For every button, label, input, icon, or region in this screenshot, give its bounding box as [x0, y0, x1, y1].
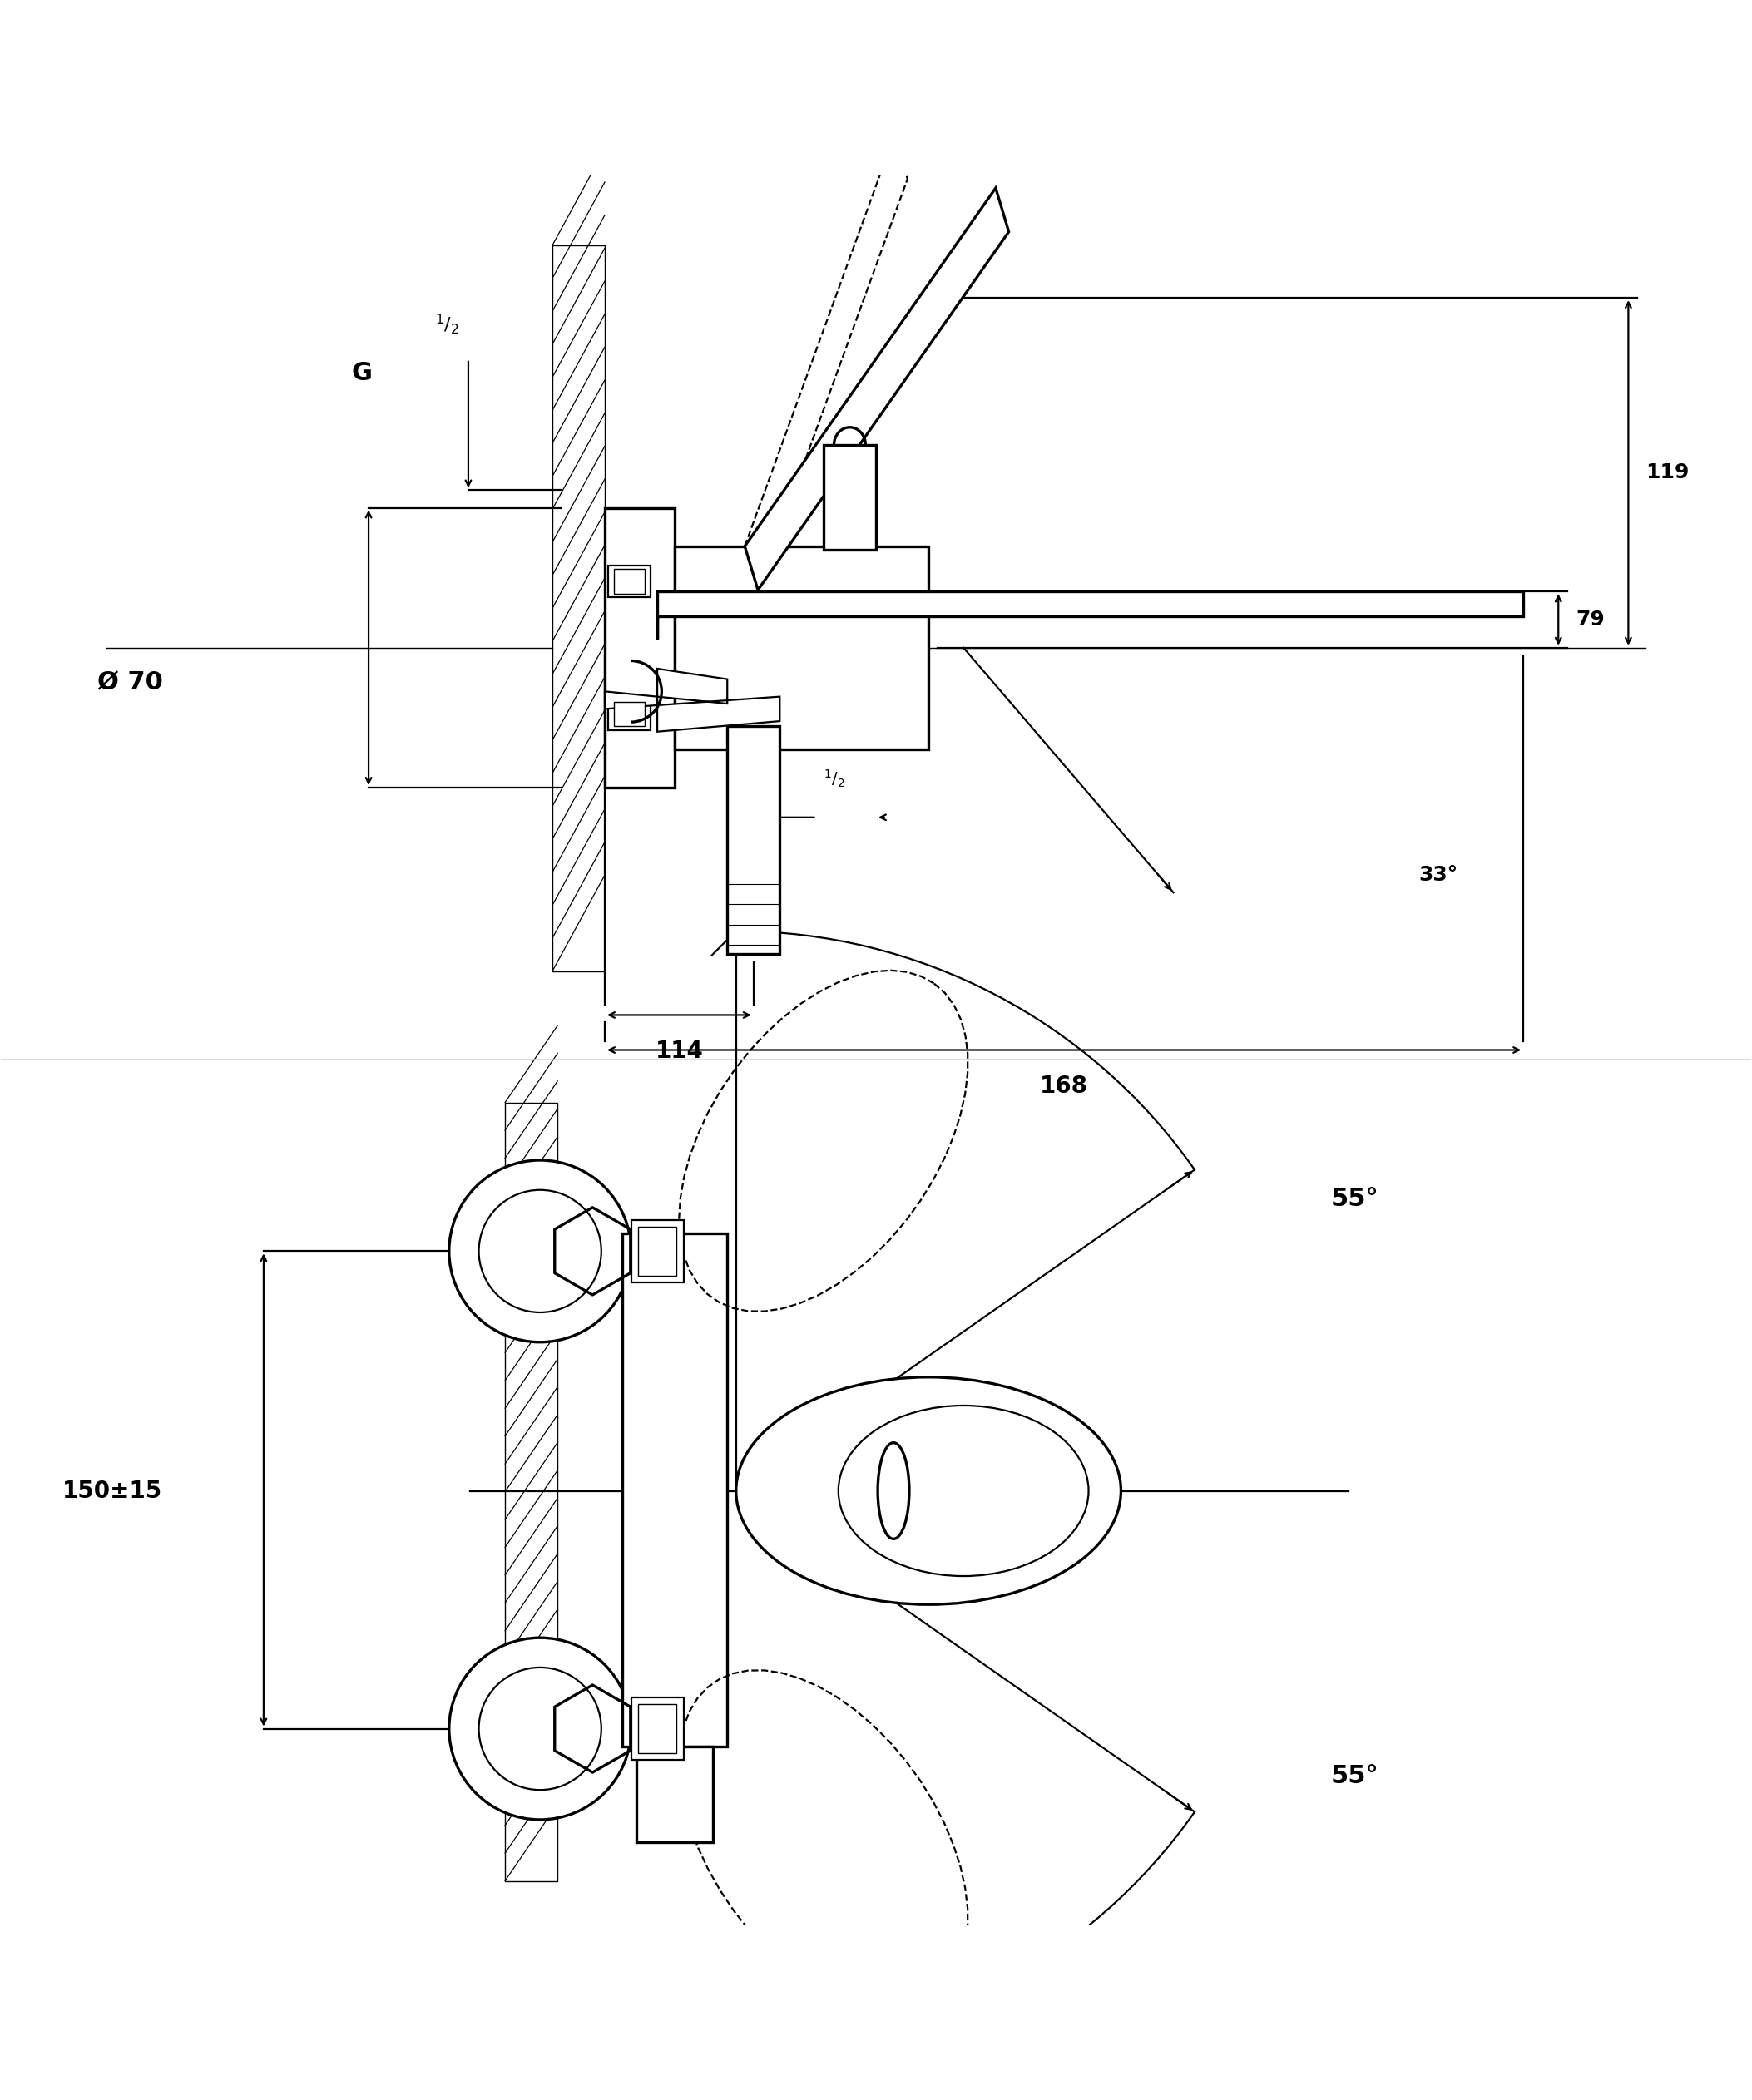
- Text: 79: 79: [1575, 609, 1605, 630]
- Bar: [608, 699, 650, 731]
- Bar: [622, 1233, 727, 1747]
- Bar: [823, 445, 876, 550]
- Text: 119: 119: [1645, 462, 1689, 483]
- Polygon shape: [604, 668, 780, 731]
- Text: Ø 70: Ø 70: [98, 670, 163, 695]
- Bar: [552, 246, 604, 972]
- Text: G: G: [350, 361, 371, 384]
- Bar: [613, 569, 645, 594]
- Text: 55°: 55°: [1332, 1186, 1379, 1212]
- Bar: [636, 1747, 713, 1842]
- Text: 168: 168: [1041, 1075, 1088, 1098]
- Text: 33°: 33°: [1419, 865, 1458, 884]
- Bar: [631, 1697, 683, 1760]
- Bar: [604, 508, 675, 788]
- Bar: [727, 727, 780, 953]
- Text: $\mathregular{^1/_2}$: $\mathregular{^1/_2}$: [434, 313, 459, 336]
- Text: $\mathregular{^1/_2}$: $\mathregular{^1/_2}$: [823, 769, 844, 790]
- Text: G: G: [753, 808, 773, 832]
- Bar: [608, 565, 650, 596]
- Bar: [631, 1220, 683, 1283]
- Ellipse shape: [878, 1443, 909, 1539]
- Bar: [613, 701, 645, 727]
- Polygon shape: [745, 189, 1009, 590]
- Bar: [505, 1102, 557, 1882]
- Text: 55°: 55°: [1332, 1764, 1379, 1787]
- Circle shape: [478, 1667, 601, 1789]
- Polygon shape: [657, 592, 1524, 638]
- Ellipse shape: [736, 1378, 1121, 1604]
- Ellipse shape: [839, 1405, 1088, 1577]
- Circle shape: [449, 1638, 631, 1821]
- Bar: [638, 1226, 676, 1275]
- Bar: [675, 546, 929, 750]
- Text: 150±15: 150±15: [63, 1478, 163, 1502]
- Bar: [638, 1705, 676, 1754]
- Text: 114: 114: [655, 1040, 703, 1063]
- Circle shape: [449, 1159, 631, 1342]
- Circle shape: [478, 1191, 601, 1312]
